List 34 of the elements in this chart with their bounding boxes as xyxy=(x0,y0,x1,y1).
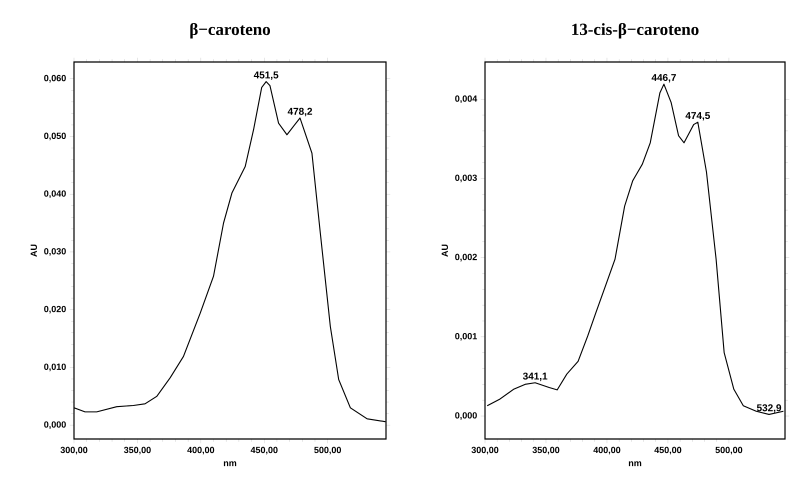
chart-title: β−caroteno xyxy=(190,22,270,38)
annotation: 451,5 xyxy=(254,72,278,80)
y-tick-label: 0,020 xyxy=(44,306,66,314)
x-tick-label: 500,00 xyxy=(314,446,342,454)
x-tick-label: 400,00 xyxy=(187,446,214,454)
y-tick-label: 0,030 xyxy=(44,248,66,256)
y-tick-label: 0,050 xyxy=(44,132,66,140)
y-tick-label: 0,004 xyxy=(455,95,478,104)
y-tick-label: 0,000 xyxy=(455,412,477,420)
x-tick-label: 500,00 xyxy=(715,446,742,454)
y-tick-label: 0,040 xyxy=(44,190,66,198)
x-axis-title: nm xyxy=(224,461,236,466)
x-axis-title: nm xyxy=(628,461,642,466)
y-tick-label: 0,010 xyxy=(44,364,66,372)
x-tick-label: 400,00 xyxy=(593,446,620,454)
annotation: 474,5 xyxy=(686,112,710,120)
x-tick-label: 450,00 xyxy=(250,446,278,454)
annotation: 446,7 xyxy=(652,74,676,82)
y-tick-label: 0,000 xyxy=(44,421,66,429)
y-tick-label: 0,001 xyxy=(455,333,477,341)
y-tick-label: 0,003 xyxy=(455,174,477,182)
x-tick-label: 300,00 xyxy=(60,446,88,454)
x-tick-label: 450,00 xyxy=(654,446,682,454)
y-axis-title: AU xyxy=(30,244,37,257)
y-tick-label: 0,002 xyxy=(455,254,477,262)
x-tick-label: 350,00 xyxy=(124,446,151,454)
annotation: 341,1 xyxy=(522,372,548,382)
y-tick-label: 0,060 xyxy=(44,74,66,83)
annotation: 478,2 xyxy=(288,108,312,116)
x-tick-label: 350,00 xyxy=(532,446,560,454)
chart-title: 13-cis-β−caroteno xyxy=(572,22,699,39)
annotation: 532,9 xyxy=(756,404,782,413)
y-axis-title: AU xyxy=(442,244,448,257)
x-tick-label: 300,00 xyxy=(471,446,498,454)
